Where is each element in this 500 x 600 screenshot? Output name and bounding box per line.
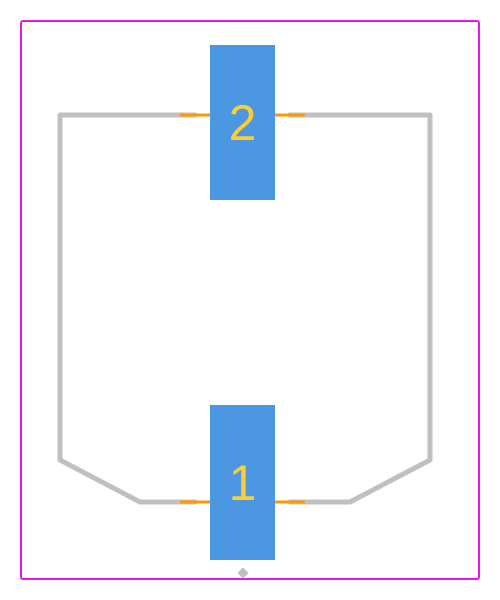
pad-1: 1 [210,405,275,560]
pad-2: 2 [210,45,275,200]
pad-label-2: 2 [229,94,257,152]
pad-label-1: 1 [229,454,257,512]
